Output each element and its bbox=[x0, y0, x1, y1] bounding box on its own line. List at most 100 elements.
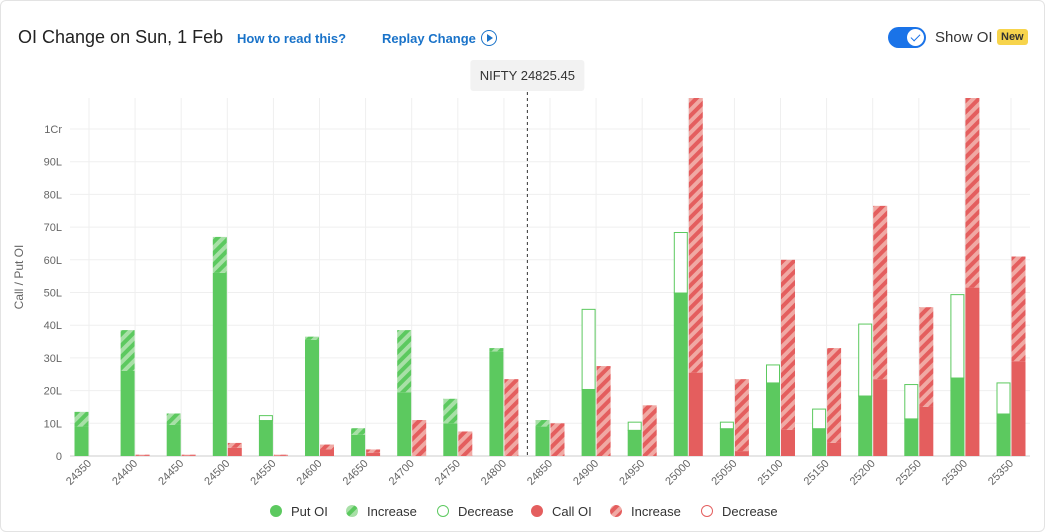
put-oi-bar bbox=[581, 388, 596, 456]
put-oi-bar bbox=[766, 382, 780, 456]
x-tick-label: 24400 bbox=[110, 458, 140, 488]
legend-marker[interactable] bbox=[270, 505, 282, 517]
put-oi-bar bbox=[673, 292, 688, 456]
legend-marker[interactable] bbox=[531, 505, 543, 517]
put-decrease-bar bbox=[719, 421, 734, 430]
put-oi-bar bbox=[627, 429, 642, 456]
call-oi-bar bbox=[181, 455, 196, 456]
call-increase-bar bbox=[135, 454, 150, 456]
play-icon[interactable] bbox=[481, 30, 497, 46]
legend-label[interactable]: Increase bbox=[367, 504, 417, 519]
put-oi-bar bbox=[904, 418, 919, 456]
call-increase-bar bbox=[550, 423, 565, 456]
call-oi-bar bbox=[1011, 361, 1026, 456]
put-oi-bar bbox=[996, 413, 1011, 456]
put-oi-bar bbox=[351, 434, 366, 456]
put-decrease-bar bbox=[673, 232, 688, 294]
x-tick-label: 25300 bbox=[940, 458, 970, 488]
x-tick-label: 24650 bbox=[341, 458, 371, 488]
x-tick-label: 25200 bbox=[848, 458, 878, 488]
call-oi-bar bbox=[227, 447, 242, 456]
call-oi-bar bbox=[320, 449, 334, 456]
call-oi-bar bbox=[781, 429, 795, 456]
call-oi-bar bbox=[734, 451, 749, 456]
put-oi-bar bbox=[397, 392, 412, 456]
put-increase-bar bbox=[397, 330, 412, 393]
legend-marker[interactable] bbox=[346, 505, 358, 517]
legend-marker[interactable] bbox=[610, 505, 622, 517]
legend-label[interactable]: Decrease bbox=[722, 504, 778, 519]
put-increase-bar bbox=[120, 330, 135, 371]
x-tick-label: 24500 bbox=[202, 458, 232, 488]
call-increase-bar bbox=[458, 431, 473, 456]
x-tick-label: 24350 bbox=[64, 458, 94, 488]
x-tick-label: 24850 bbox=[525, 458, 555, 488]
put-decrease-bar bbox=[581, 308, 596, 390]
show-oi-toggle[interactable] bbox=[888, 27, 926, 48]
x-tick-label: 25150 bbox=[802, 458, 832, 488]
put-oi-bar bbox=[212, 272, 227, 456]
call-increase-bar bbox=[504, 379, 519, 456]
put-oi-bar bbox=[535, 426, 550, 456]
put-oi-bar bbox=[120, 370, 135, 456]
x-tick-label: 25250 bbox=[894, 458, 924, 488]
put-oi-bar bbox=[166, 424, 181, 456]
call-increase-bar bbox=[412, 420, 427, 456]
put-oi-bar bbox=[74, 426, 89, 456]
call-oi-bar bbox=[919, 406, 934, 456]
call-increase-bar bbox=[181, 454, 196, 456]
how-to-read-link[interactable]: How to read this? bbox=[237, 31, 347, 46]
put-increase-bar bbox=[212, 236, 227, 273]
call-increase-bar bbox=[642, 405, 657, 456]
y-tick-label: 30L bbox=[44, 353, 62, 365]
x-tick-label: 24750 bbox=[433, 458, 463, 488]
legend-label[interactable]: Decrease bbox=[458, 504, 514, 519]
y-tick-label: 10L bbox=[44, 418, 62, 430]
y-tick-label: 80L bbox=[44, 189, 62, 201]
call-oi-bar bbox=[688, 372, 703, 456]
y-tick-label: 70L bbox=[44, 222, 62, 234]
y-tick-label: 1Cr bbox=[44, 124, 62, 136]
y-tick-label: 40L bbox=[44, 320, 62, 332]
legend-marker[interactable] bbox=[701, 505, 713, 517]
y-tick-label: 20L bbox=[44, 386, 62, 398]
put-increase-bar bbox=[489, 348, 504, 352]
put-decrease-bar bbox=[766, 364, 780, 384]
call-oi-bar bbox=[873, 379, 888, 456]
call-increase-bar bbox=[596, 366, 611, 456]
put-oi-bar bbox=[443, 423, 458, 456]
x-tick-label: 25050 bbox=[709, 458, 739, 488]
call-increase-bar bbox=[320, 444, 334, 450]
legend-label[interactable]: Increase bbox=[631, 504, 681, 519]
x-tick-label: 24700 bbox=[387, 458, 417, 488]
call-increase-bar bbox=[688, 98, 703, 373]
legend-label[interactable]: Call OI bbox=[552, 504, 592, 519]
y-tick-label: 0 bbox=[56, 451, 62, 463]
spot-price-box bbox=[470, 60, 585, 91]
call-oi-bar bbox=[965, 287, 980, 456]
spot-price-label: NIFTY 24825.45 bbox=[480, 68, 575, 83]
call-increase-bar bbox=[781, 259, 795, 430]
show-oi-label: Show OI bbox=[935, 29, 993, 46]
replay-change-link[interactable]: Replay Change bbox=[382, 31, 476, 46]
put-oi-bar bbox=[719, 428, 734, 456]
x-tick-label: 25350 bbox=[986, 458, 1016, 488]
x-tick-label: 24800 bbox=[479, 458, 509, 488]
put-decrease-bar bbox=[258, 415, 273, 422]
x-tick-label: 24450 bbox=[156, 458, 186, 488]
x-tick-label: 24550 bbox=[248, 458, 278, 488]
legend-marker[interactable] bbox=[437, 505, 449, 517]
y-axis-title: Call / Put OI bbox=[12, 245, 26, 310]
call-oi-bar bbox=[273, 455, 288, 456]
x-tick-label: 24900 bbox=[571, 458, 601, 488]
y-tick-label: 50L bbox=[44, 288, 62, 300]
put-decrease-bar bbox=[858, 323, 873, 397]
legend-label[interactable]: Put OI bbox=[291, 504, 328, 519]
call-increase-bar bbox=[873, 205, 888, 380]
x-tick-label: 24950 bbox=[617, 458, 647, 488]
put-oi-bar bbox=[305, 339, 319, 456]
call-increase-bar bbox=[734, 379, 749, 452]
call-increase-bar bbox=[1011, 256, 1026, 362]
put-decrease-bar bbox=[627, 421, 642, 431]
